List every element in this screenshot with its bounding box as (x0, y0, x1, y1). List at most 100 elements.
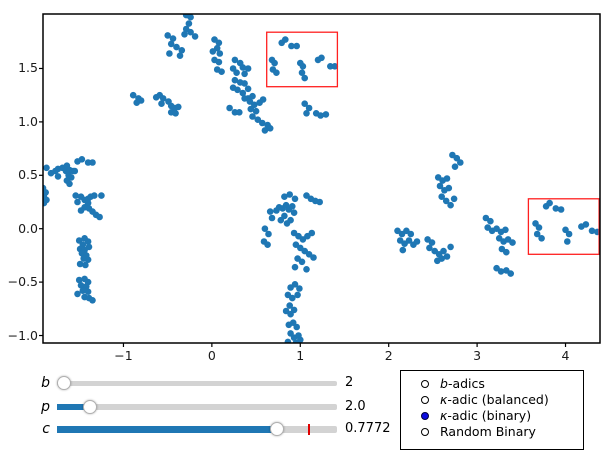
legend-item-label: b-adics (440, 375, 485, 391)
scatter-point (172, 110, 179, 117)
scatter-point (187, 28, 194, 36)
scatter-point (261, 225, 269, 232)
scatter-point (176, 52, 184, 59)
scatter-point (187, 14, 194, 21)
scatter-point (305, 104, 313, 112)
scatter-point (133, 99, 140, 106)
scatter-point (407, 230, 415, 238)
scatter-point (293, 323, 301, 331)
scatter-point (582, 221, 590, 228)
scatter-point (289, 203, 296, 210)
slider-row-c: c 0.7772 (0, 419, 614, 439)
scatter-point (291, 263, 299, 271)
scatter-point (451, 163, 459, 170)
scatter-point (244, 65, 252, 72)
y-tick-label: −0.5 (7, 273, 38, 289)
x-tick-label: 2 (384, 348, 393, 363)
slider-c-value: 0.7772 (345, 421, 391, 436)
scatter-point (533, 230, 541, 238)
legend-item-0[interactable]: b-adics (401, 376, 583, 392)
slider-p-label: p (41, 399, 50, 415)
scatter-point (273, 207, 280, 214)
scatter-point (588, 227, 596, 235)
scatter-point (564, 238, 571, 245)
x-tick-label: −1 (114, 348, 133, 363)
scatter-point (442, 197, 450, 205)
scatter-point (166, 50, 173, 57)
scatter-point (259, 119, 266, 127)
scatter-point (293, 42, 301, 50)
scatter-point (209, 48, 217, 55)
scatter-point (399, 246, 407, 254)
scatter-point (74, 198, 81, 206)
scatter-point (445, 184, 453, 192)
scatter-point (438, 255, 446, 262)
radio-selected-icon (421, 412, 429, 420)
scatter-point (538, 235, 545, 242)
scatter-point (247, 105, 255, 113)
scatter-point (249, 113, 256, 120)
scatter-point (241, 70, 248, 78)
slider-c-handle[interactable] (270, 422, 285, 436)
radio-circle-icon (421, 380, 429, 388)
scatter-point (290, 306, 298, 314)
scatter-point (273, 69, 280, 76)
legend-item-3[interactable]: Random Binary (401, 424, 583, 440)
scatter-point (281, 193, 288, 200)
scatter-point (178, 47, 186, 54)
scatter-point (169, 35, 177, 42)
scatter-point (291, 281, 299, 288)
scatter-point (66, 180, 73, 188)
y-tick-label: 1.5 (18, 60, 38, 76)
scatter-point (565, 230, 573, 238)
scatter-point (84, 238, 92, 245)
scatter-point (175, 103, 182, 111)
scatter-point (164, 32, 171, 39)
scatter-point (284, 338, 292, 343)
legend-item-1[interactable]: κ-adic (balanced) (401, 392, 583, 408)
scatter-point (43, 199, 48, 207)
scatter-point (318, 54, 325, 62)
scatter-point (535, 224, 543, 231)
plot-border (42, 13, 601, 344)
slider-c-init-marker (308, 423, 310, 435)
slider-c-track[interactable] (57, 425, 337, 433)
scatter-point (266, 125, 274, 132)
slider-b-handle[interactable] (56, 376, 71, 390)
scatter-point (447, 243, 454, 251)
scatter-point (298, 258, 306, 266)
scatter-point (244, 85, 252, 93)
slider-p-handle[interactable] (83, 400, 98, 414)
scatter-point (233, 69, 240, 76)
slider-b-label: b (41, 375, 50, 391)
scatter-point (507, 270, 514, 277)
slider-b-track[interactable] (57, 380, 337, 386)
scatter-point (215, 58, 223, 66)
scatter-point (308, 229, 316, 237)
slider-p-value: 2.0 (345, 399, 366, 414)
scatter-point (98, 192, 105, 199)
scatter-point (96, 213, 103, 221)
scatter-point (266, 208, 274, 215)
slider-row-p: p 2.0 (0, 397, 614, 417)
scatter-point (84, 288, 92, 296)
scatter-point (226, 104, 233, 112)
scatter-point (82, 261, 89, 269)
scatter-point (89, 159, 96, 166)
scatter-point (236, 109, 243, 116)
y-tick-label: 1.0 (18, 113, 38, 129)
scatter-point (457, 159, 464, 166)
scatter-point (265, 230, 272, 238)
scatter-point (310, 254, 317, 261)
scatter-point (216, 50, 224, 57)
scatter-point (301, 74, 309, 82)
slider-p-track[interactable] (57, 404, 337, 410)
legend-item-2[interactable]: κ-adic (binary) (401, 408, 583, 424)
scatter-point (426, 244, 433, 252)
scatter-point (557, 206, 565, 213)
scatter-point (294, 291, 301, 299)
scatter-point (75, 276, 83, 284)
scatter-point (91, 192, 98, 199)
scatter-point (447, 201, 454, 209)
